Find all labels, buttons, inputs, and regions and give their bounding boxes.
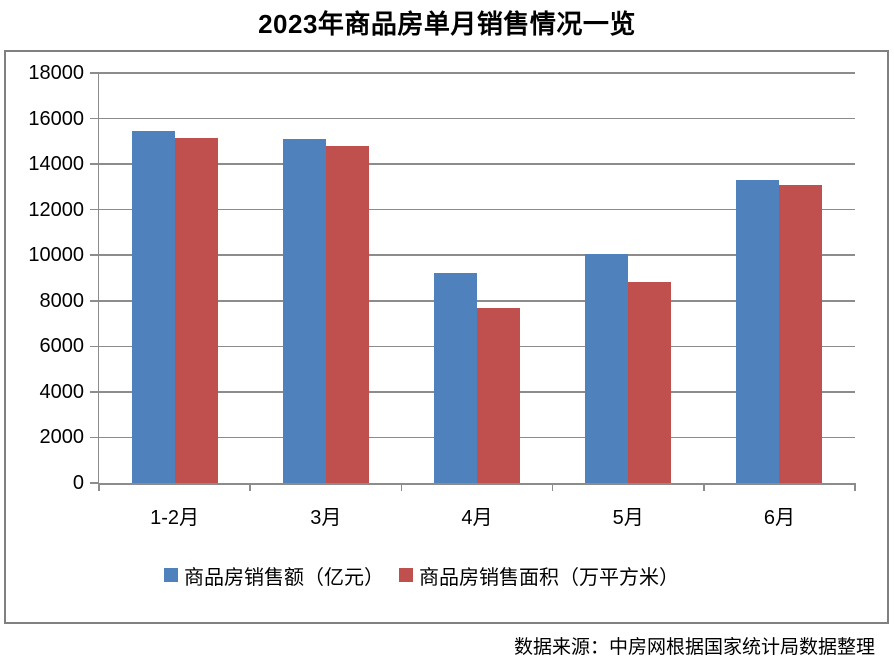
- y-axis-tick-label: 6000: [39, 335, 85, 358]
- bar-sales-area-0: [174, 138, 218, 483]
- bar-sales-amount-4: [736, 179, 780, 483]
- y-axis-tick-label: 12000: [28, 198, 84, 221]
- x-axis-tick: [854, 483, 856, 491]
- y-axis-tick: [90, 208, 99, 211]
- gridline: [99, 72, 855, 74]
- bar-sales-area-3: [628, 282, 672, 483]
- y-axis-line: [97, 73, 99, 485]
- y-axis-tick-label: 2000: [39, 426, 85, 449]
- y-axis-tick-label: 10000: [28, 244, 84, 267]
- x-category-label: 6月: [763, 507, 795, 529]
- x-axis-tick: [703, 483, 705, 491]
- chart-title: 2023年商品房单月销售情况一览: [258, 9, 636, 39]
- legend-label: 商品房销售额（亿元）: [184, 566, 384, 589]
- bar-sales-amount-3: [585, 254, 629, 483]
- y-axis-tick: [90, 117, 99, 120]
- y-axis-tick: [90, 345, 99, 348]
- gridline: [99, 300, 855, 302]
- y-axis-tick: [90, 482, 99, 484]
- legend-swatch-sales-amount: [164, 568, 178, 582]
- y-axis-tick: [90, 300, 99, 302]
- gridline: [99, 117, 855, 120]
- legend-swatch-sales-area: [399, 568, 413, 582]
- bar-sales-amount-1: [282, 139, 326, 483]
- y-axis-tick: [90, 436, 99, 439]
- legend-label: 商品房销售面积（万平方米）: [419, 566, 679, 589]
- x-category-label: 5月: [612, 507, 644, 529]
- y-axis-tick: [90, 163, 99, 165]
- chart-container: 0 2000 4000 6000 8000 10000 12000 14000 16000 180…: [4, 50, 889, 624]
- x-axis-tick: [249, 483, 251, 491]
- x-axis-line: [97, 483, 855, 485]
- y-axis-tick-label: 8000: [39, 289, 85, 312]
- gridline: [99, 163, 855, 165]
- bar-sales-area-1: [325, 145, 369, 483]
- y-axis-tick-label: 14000: [28, 153, 84, 176]
- source-note: 数据来源：中房网根据国家统计局数据整理: [513, 637, 875, 658]
- bar-sales-area-2: [477, 307, 520, 483]
- y-axis-tick-label: 18000: [28, 62, 84, 84]
- x-axis-tick: [551, 483, 554, 491]
- y-axis-tick: [90, 72, 99, 74]
- legend: 商品房销售额（亿元） 商品房销售面积（万平方米）: [164, 561, 679, 590]
- x-category-label: 3月: [310, 507, 342, 529]
- y-axis-tick: [90, 254, 99, 256]
- bar-sales-amount-0: [131, 131, 175, 483]
- y-axis-tick-label: 16000: [28, 107, 84, 130]
- bar-sales-amount-2: [434, 273, 477, 483]
- x-category-label: 4月: [461, 507, 493, 529]
- y-axis-tick-label: 4000: [39, 380, 85, 403]
- x-category-label: 1-2月: [150, 507, 200, 529]
- x-axis-tick: [98, 483, 100, 491]
- x-axis-tick: [400, 483, 403, 491]
- gridline: [99, 254, 855, 256]
- gridline: [99, 208, 855, 211]
- y-axis-tick: [90, 391, 99, 393]
- bar-sales-area-4: [779, 185, 823, 483]
- y-axis-tick-label: 0: [72, 472, 84, 494]
- legend-item: 商品房销售面积（万平方米）: [399, 561, 679, 590]
- legend-item: 商品房销售额（亿元）: [164, 561, 384, 590]
